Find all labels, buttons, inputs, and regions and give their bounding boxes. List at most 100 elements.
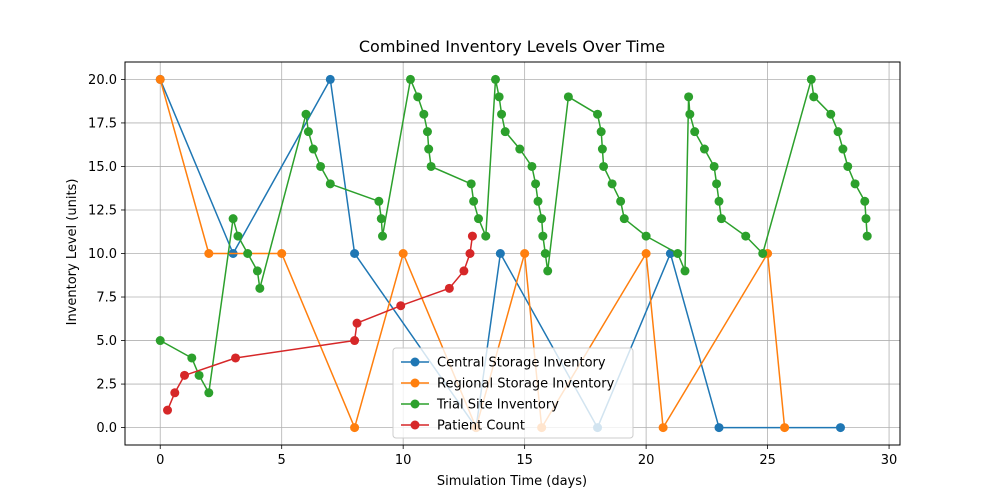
trial-site-inventory-point bbox=[500, 127, 510, 137]
x-tick-label: 10 bbox=[395, 453, 412, 468]
legend-item: Central Storage Inventory bbox=[401, 356, 606, 371]
trial-site-inventory-point bbox=[325, 179, 335, 189]
legend-marker bbox=[410, 378, 420, 388]
legend-label: Central Storage Inventory bbox=[437, 356, 606, 371]
y-tick-label: 15.0 bbox=[88, 160, 117, 175]
y-tick-label: 10.0 bbox=[88, 247, 117, 262]
regional-storage-inventory-point bbox=[641, 249, 651, 258]
y-tick-label: 12.5 bbox=[88, 203, 117, 218]
central-storage-inventory-line bbox=[159, 78, 841, 429]
trial-site-inventory-point bbox=[758, 249, 768, 258]
legend-label: Trial Site Inventory bbox=[436, 398, 559, 413]
trial-site-inventory-point bbox=[469, 196, 479, 206]
trial-site-inventory-point bbox=[243, 249, 253, 258]
trial-site-inventory-point bbox=[527, 161, 537, 171]
trial-site-inventory-point bbox=[413, 92, 423, 102]
trial-site-inventory-point bbox=[593, 109, 603, 119]
trial-site-inventory-point bbox=[690, 127, 700, 137]
patient-count-point bbox=[170, 388, 180, 398]
trial-site-inventory-point bbox=[228, 214, 238, 224]
trial-site-inventory-point bbox=[833, 127, 843, 137]
trial-site-inventory-point bbox=[538, 231, 548, 241]
trial-site-inventory-point bbox=[301, 109, 311, 119]
patient-count-point bbox=[352, 318, 362, 328]
legend-label: Patient Count bbox=[437, 419, 525, 434]
x-tick-label: 30 bbox=[881, 453, 898, 468]
legend-marker bbox=[410, 357, 420, 367]
y-tick-label: 2.5 bbox=[96, 378, 117, 393]
y-tick-label: 5.0 bbox=[96, 334, 117, 349]
trial-site-inventory-point bbox=[809, 92, 819, 102]
trial-site-inventory-point bbox=[515, 144, 525, 154]
chart-title: Combined Inventory Levels Over Time bbox=[359, 37, 665, 56]
trial-site-inventory-point bbox=[194, 370, 204, 380]
trial-site-inventory-point bbox=[607, 179, 617, 189]
trial-site-inventory-point bbox=[308, 144, 318, 154]
y-tick-label: 0.0 bbox=[96, 421, 117, 436]
x-tick-label: 25 bbox=[759, 453, 776, 468]
central-storage-inventory-point bbox=[350, 249, 360, 258]
patient-count-point bbox=[396, 301, 406, 311]
trial-site-inventory-point bbox=[531, 179, 541, 189]
series-patient-count bbox=[163, 231, 477, 415]
trial-site-inventory-point bbox=[405, 74, 415, 84]
trial-site-inventory-point bbox=[419, 109, 429, 119]
trial-site-inventory-point bbox=[426, 161, 436, 171]
patient-count-point bbox=[231, 353, 241, 363]
trial-site-inventory-point bbox=[204, 388, 214, 398]
trial-site-inventory-point bbox=[422, 127, 432, 137]
trial-site-inventory-point bbox=[376, 214, 386, 224]
trial-site-inventory-point bbox=[187, 353, 197, 363]
y-tick-label: 20.0 bbox=[88, 73, 117, 88]
trial-site-inventory-line bbox=[159, 78, 868, 394]
trial-site-inventory-point bbox=[563, 92, 573, 102]
legend: Central Storage Inventory Regional Storag… bbox=[392, 347, 634, 439]
legend-item: Patient Count bbox=[401, 419, 525, 434]
central-storage-inventory-point bbox=[835, 423, 845, 433]
trial-site-inventory-point bbox=[619, 214, 629, 224]
regional-storage-inventory-point bbox=[658, 423, 668, 433]
x-axis-label: Simulation Time (days) bbox=[437, 474, 587, 489]
central-storage-inventory-point bbox=[495, 249, 505, 258]
trial-site-inventory-point bbox=[699, 144, 709, 154]
regional-storage-inventory-point bbox=[204, 249, 214, 258]
trial-site-inventory-point bbox=[255, 283, 265, 293]
trial-site-inventory-point bbox=[233, 231, 243, 241]
legend-marker bbox=[410, 399, 420, 409]
trial-site-inventory-point bbox=[155, 336, 165, 346]
trial-site-inventory-point bbox=[826, 109, 836, 119]
regional-storage-inventory-point bbox=[155, 74, 165, 84]
trial-site-inventory-point bbox=[374, 196, 384, 206]
trial-site-inventory-point bbox=[850, 179, 860, 189]
legend-box bbox=[392, 347, 634, 439]
trial-site-inventory-point bbox=[303, 127, 313, 137]
trial-site-inventory-point bbox=[378, 231, 388, 241]
trial-site-inventory-point bbox=[741, 231, 751, 241]
trial-site-inventory-point bbox=[616, 196, 626, 206]
trial-site-inventory-point bbox=[497, 109, 507, 119]
patient-count-point bbox=[180, 370, 190, 380]
series-layer bbox=[155, 74, 872, 433]
legend-label: Regional Storage Inventory bbox=[437, 377, 615, 392]
trial-site-inventory-point bbox=[709, 161, 719, 171]
ticks: 0 5 10 15 20 25 30 0.0 2.5 5.0 7.5 10.0 12.5 15.0 17.5… bbox=[88, 73, 897, 468]
trial-site-inventory-point bbox=[714, 196, 724, 206]
trial-site-inventory-point bbox=[843, 161, 853, 171]
trial-site-inventory-point bbox=[596, 127, 606, 137]
x-tick-label: 15 bbox=[516, 453, 533, 468]
series-trial-site-inventory bbox=[155, 74, 872, 398]
y-axis-label: Inventory Level (units) bbox=[65, 179, 80, 326]
y-tick-label: 7.5 bbox=[96, 291, 117, 306]
trial-site-inventory-point bbox=[533, 196, 543, 206]
patient-count-point bbox=[350, 336, 360, 346]
trial-site-inventory-point bbox=[424, 144, 434, 154]
regional-storage-inventory-point bbox=[398, 249, 408, 258]
trial-site-inventory-point bbox=[684, 92, 694, 102]
x-tick-label: 20 bbox=[638, 453, 655, 468]
legend-item: Regional Storage Inventory bbox=[401, 377, 615, 392]
legend-item: Trial Site Inventory bbox=[401, 398, 559, 413]
trial-site-inventory-point bbox=[316, 161, 326, 171]
trial-site-inventory-point bbox=[490, 74, 500, 84]
trial-site-inventory-point bbox=[712, 179, 722, 189]
legend-marker bbox=[410, 420, 420, 430]
